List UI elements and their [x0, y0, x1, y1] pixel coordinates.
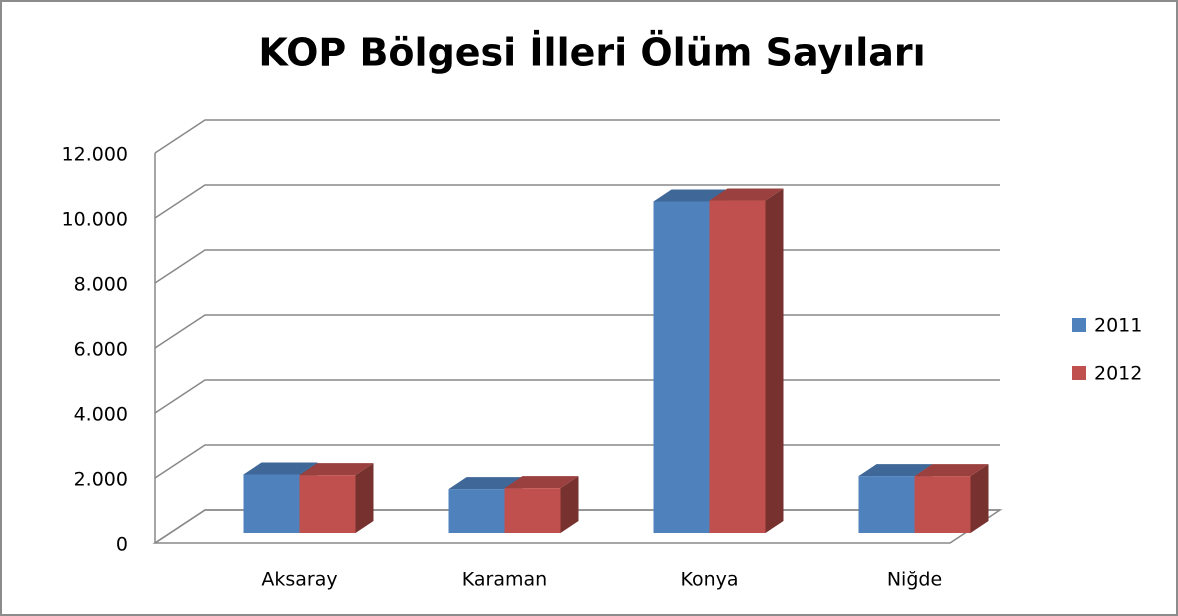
- y-tick-label: 2.000: [74, 469, 128, 491]
- bar-side: [970, 464, 989, 533]
- x-tick-label: Aksaray: [261, 569, 337, 591]
- bar-side: [560, 476, 579, 533]
- bar-top: [858, 464, 933, 477]
- x-tick-label: Konya: [680, 569, 738, 591]
- bar-top: [243, 462, 318, 475]
- bar-front: [858, 476, 915, 533]
- y-tick-label: 0: [116, 534, 128, 556]
- bar-top: [914, 464, 989, 477]
- x-tick-label: Karaman: [462, 569, 547, 591]
- bar: [914, 464, 989, 533]
- bar-top: [299, 463, 374, 476]
- y-tick-label: 6.000: [74, 339, 128, 361]
- bar: [504, 476, 579, 533]
- bar-front: [653, 201, 710, 533]
- legend-label: 2012: [1094, 363, 1142, 385]
- grid-line: [154, 119, 1000, 154]
- bar-front: [448, 489, 505, 533]
- bar-top: [504, 476, 579, 489]
- bar-side: [765, 188, 784, 533]
- legend-label: 2011: [1094, 315, 1142, 337]
- bar-front: [299, 475, 356, 533]
- bar-front: [709, 200, 766, 533]
- bar-top: [709, 188, 784, 201]
- bar-front: [504, 488, 561, 533]
- bar-top: [653, 189, 728, 202]
- chart-title: KOP Bölgesi İlleri Ölüm Sayıları: [258, 31, 925, 75]
- bar: [709, 188, 784, 533]
- grid-line: [154, 184, 1000, 219]
- legend-swatch: [1072, 366, 1086, 380]
- y-tick-label: 4.000: [74, 404, 128, 426]
- y-tick-label: 8.000: [74, 274, 128, 296]
- y-tick-label: 12.000: [62, 144, 128, 166]
- bar-front: [243, 474, 300, 533]
- x-tick-label: Niğde: [887, 569, 942, 591]
- bar-side: [355, 463, 374, 533]
- bar-top: [448, 477, 523, 490]
- bar-front: [914, 476, 971, 533]
- bar: [299, 463, 374, 533]
- legend-swatch: [1072, 318, 1086, 332]
- y-tick-label: 10.000: [62, 209, 128, 231]
